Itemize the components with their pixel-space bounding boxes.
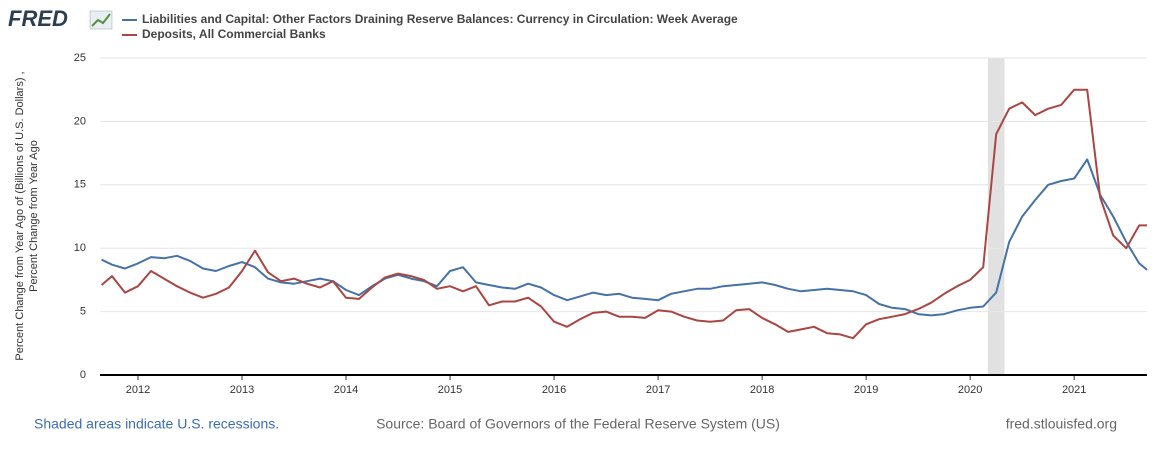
recession-shade (987, 58, 1005, 375)
x-tick-label: 2021 (1062, 384, 1086, 396)
y-tick-label: 20 (74, 115, 86, 127)
y-tick-label: 10 (74, 242, 86, 254)
x-tick-label: 2019 (854, 384, 878, 396)
x-tick-label: 2014 (334, 384, 358, 396)
x-tick-label: 2013 (230, 384, 254, 396)
y-axis-label: Percent Change from Year Ago of (Billion… (14, 71, 26, 360)
series-line (100, 88, 1147, 340)
x-tick-label: 2017 (646, 384, 670, 396)
y-tick-label: 0 (80, 369, 86, 381)
recession-note[interactable]: Shaded areas indicate U.S. recessions. (34, 416, 279, 432)
y-tick-label: 5 (80, 306, 86, 318)
x-tick-label: 2018 (750, 384, 774, 396)
legend-label: Liabilities and Capital: Other Factors D… (142, 12, 738, 26)
logo: FRED (8, 6, 68, 31)
y-tick-label: 25 (74, 52, 86, 64)
plot-area (100, 58, 1147, 375)
y-tick-label: 15 (74, 179, 86, 191)
logo-icon (89, 10, 113, 30)
x-tick-label: 2015 (438, 384, 462, 396)
legend-label: Deposits, All Commercial Banks (142, 27, 326, 41)
y-axis-label: Percent Change from Year Ago (28, 140, 40, 292)
source: Source: Board of Governors of the Federa… (376, 416, 780, 432)
x-tick-label: 2016 (542, 384, 566, 396)
series-line (101, 158, 1148, 317)
x-tick-label: 2020 (958, 384, 982, 396)
site-link[interactable]: fred.stlouisfed.org (1006, 416, 1117, 432)
x-tick-label: 2012 (126, 384, 150, 396)
